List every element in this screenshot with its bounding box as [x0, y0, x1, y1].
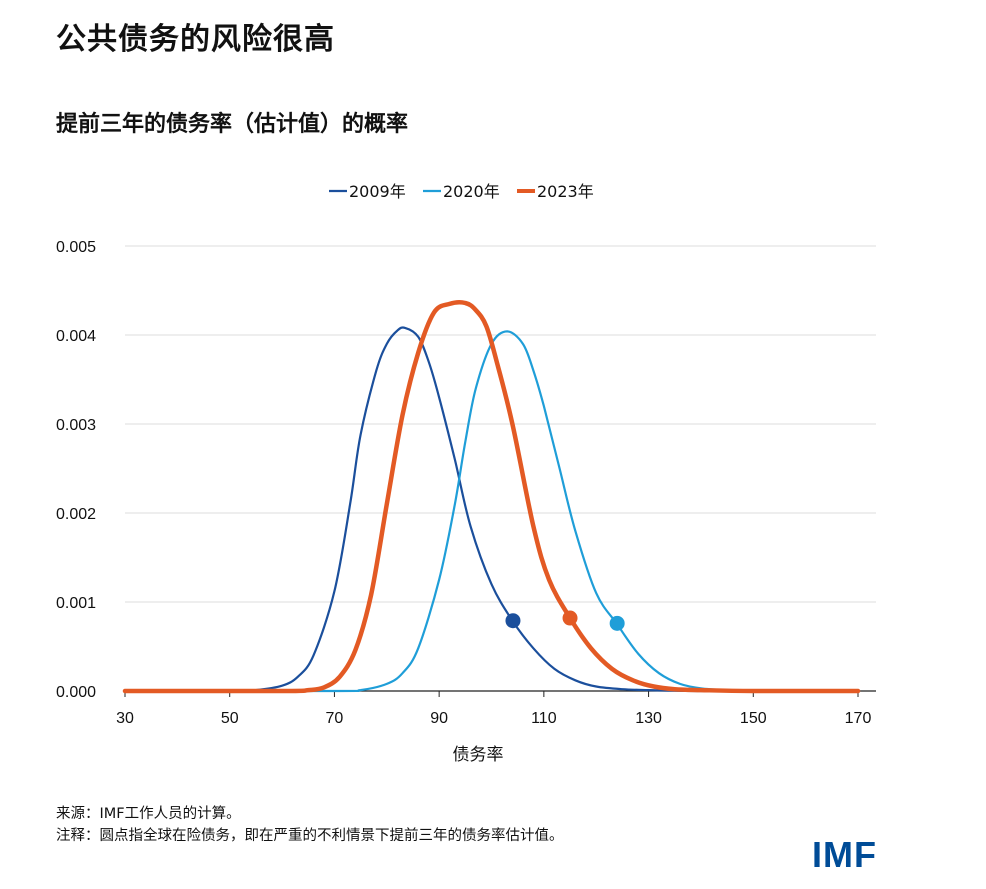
x-tick-label: 110	[531, 710, 557, 727]
x-tick-label: 130	[635, 710, 662, 727]
chart-subtitle: 提前三年的债务率（估计值）的概率	[56, 112, 409, 137]
x-axis-label: 债务率	[453, 745, 504, 765]
y-tick-label: 0.005	[56, 239, 96, 256]
note-line: 注释：圆点指全球在险债务，即在严重的不利情景下提前三年的债务率估计值。	[56, 828, 564, 844]
imf-logo: IMF	[812, 834, 877, 875]
series-layer	[122, 300, 861, 694]
x-tick-label: 50	[221, 710, 239, 727]
x-tick-label: 170	[845, 710, 872, 727]
debt-at-risk-marker-1	[505, 613, 521, 629]
y-axis: 0.000 0.001 0.002 0.003 0.004 0.005	[56, 239, 96, 701]
series-line-3	[122, 300, 861, 694]
y-tick-label: 0.003	[56, 417, 96, 434]
x-tick-label: 70	[326, 710, 344, 727]
x-tick-label: 90	[430, 710, 448, 727]
legend: 2009年 2020年 2023年	[329, 182, 594, 201]
grid	[125, 245, 876, 692]
legend-label: 2009年	[349, 182, 406, 201]
x-tick-label: 150	[740, 710, 767, 727]
debt-at-risk-marker-2	[609, 615, 625, 631]
series-line-1	[123, 326, 860, 693]
y-tick-label: 0.004	[56, 328, 96, 345]
legend-label: 2023年	[537, 182, 594, 201]
source-notes: 来源：IMF工作人员的计算。 注释：圆点指全球在险债务，即在严重的不利情景下提前…	[56, 803, 564, 847]
y-tick-label: 0.002	[56, 506, 96, 523]
series-line-2	[123, 330, 860, 693]
y-tick-label: 0.000	[56, 684, 96, 701]
source-line: 来源：IMF工作人员的计算。	[56, 806, 241, 822]
x-axis: 30 50 70 90 110 130 150 170	[116, 691, 871, 727]
legend-label: 2020年	[443, 182, 500, 201]
debt-at-risk-marker-3	[562, 610, 578, 626]
chart: 2009年 2020年 2023年 0.0000.0010.0020.0030.00…	[56, 182, 876, 765]
chart-title: 公共债务的风险很高	[56, 22, 335, 57]
y-tick-label: 0.001	[56, 595, 96, 612]
x-tick-label: 30	[116, 710, 134, 727]
